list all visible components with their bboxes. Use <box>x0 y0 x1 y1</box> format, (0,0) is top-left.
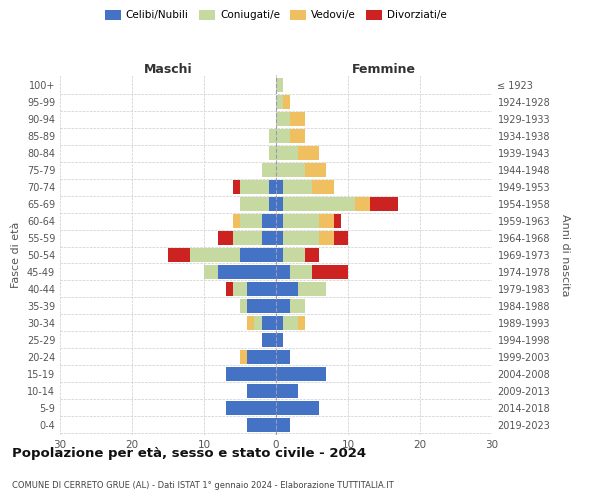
Bar <box>276 214 283 228</box>
Bar <box>370 198 398 211</box>
Bar <box>226 401 276 414</box>
Bar <box>319 231 334 245</box>
Bar <box>283 316 298 330</box>
Bar <box>240 248 276 262</box>
Bar <box>290 299 305 312</box>
Bar <box>319 214 334 228</box>
Bar <box>240 198 269 211</box>
Bar <box>298 316 305 330</box>
Bar <box>233 214 240 228</box>
Bar <box>233 180 240 194</box>
Bar <box>247 316 254 330</box>
Bar <box>269 198 276 211</box>
Bar <box>233 231 262 245</box>
Bar <box>290 265 312 279</box>
Bar <box>226 282 233 296</box>
Bar <box>276 333 283 346</box>
Bar <box>269 180 276 194</box>
Bar <box>276 316 283 330</box>
Bar <box>312 265 348 279</box>
Bar <box>305 164 326 177</box>
Text: Femmine: Femmine <box>352 64 416 76</box>
Bar <box>276 112 290 126</box>
Bar <box>283 231 319 245</box>
Bar <box>247 350 276 364</box>
Bar <box>334 231 348 245</box>
Bar <box>305 248 319 262</box>
Bar <box>298 282 326 296</box>
Bar <box>276 180 283 194</box>
Bar <box>276 418 290 432</box>
Bar <box>276 265 290 279</box>
Bar <box>262 231 276 245</box>
Bar <box>247 282 276 296</box>
Bar <box>240 214 262 228</box>
Bar <box>290 130 305 143</box>
Bar <box>247 384 276 398</box>
Bar <box>298 146 319 160</box>
Bar <box>240 180 269 194</box>
Bar <box>276 350 290 364</box>
Bar <box>312 180 334 194</box>
Bar <box>204 265 218 279</box>
Bar <box>276 146 298 160</box>
Bar <box>233 282 247 296</box>
Text: COMUNE DI CERRETO GRUE (AL) - Dati ISTAT 1° gennaio 2024 - Elaborazione TUTTITAL: COMUNE DI CERRETO GRUE (AL) - Dati ISTAT… <box>12 480 394 490</box>
Bar <box>276 401 319 414</box>
Bar <box>276 130 290 143</box>
Bar <box>218 231 233 245</box>
Bar <box>276 367 326 380</box>
Bar <box>276 282 298 296</box>
Y-axis label: Anni di nascita: Anni di nascita <box>560 214 570 296</box>
Bar <box>283 96 290 109</box>
Bar <box>276 198 283 211</box>
Text: Popolazione per età, sesso e stato civile - 2024: Popolazione per età, sesso e stato civil… <box>12 448 366 460</box>
Bar <box>276 299 290 312</box>
Bar <box>276 78 283 92</box>
Bar <box>290 112 305 126</box>
Bar <box>276 96 283 109</box>
Bar <box>283 214 319 228</box>
Bar <box>190 248 240 262</box>
Bar <box>247 418 276 432</box>
Bar <box>168 248 190 262</box>
Bar <box>262 214 276 228</box>
Bar <box>276 384 298 398</box>
Bar <box>262 316 276 330</box>
Bar <box>276 164 305 177</box>
Bar <box>269 146 276 160</box>
Bar <box>283 198 355 211</box>
Bar <box>355 198 370 211</box>
Legend: Celibi/Nubili, Coniugati/e, Vedovi/e, Divorziati/e: Celibi/Nubili, Coniugati/e, Vedovi/e, Di… <box>105 10 447 20</box>
Bar <box>247 299 276 312</box>
Bar <box>283 180 312 194</box>
Bar <box>269 130 276 143</box>
Bar <box>276 248 283 262</box>
Bar <box>240 299 247 312</box>
Text: Maschi: Maschi <box>143 64 193 76</box>
Bar <box>218 265 276 279</box>
Bar <box>262 164 276 177</box>
Bar <box>276 231 283 245</box>
Y-axis label: Fasce di età: Fasce di età <box>11 222 21 288</box>
Bar <box>262 333 276 346</box>
Bar <box>283 248 305 262</box>
Bar <box>254 316 262 330</box>
Bar <box>240 350 247 364</box>
Bar <box>334 214 341 228</box>
Bar <box>226 367 276 380</box>
